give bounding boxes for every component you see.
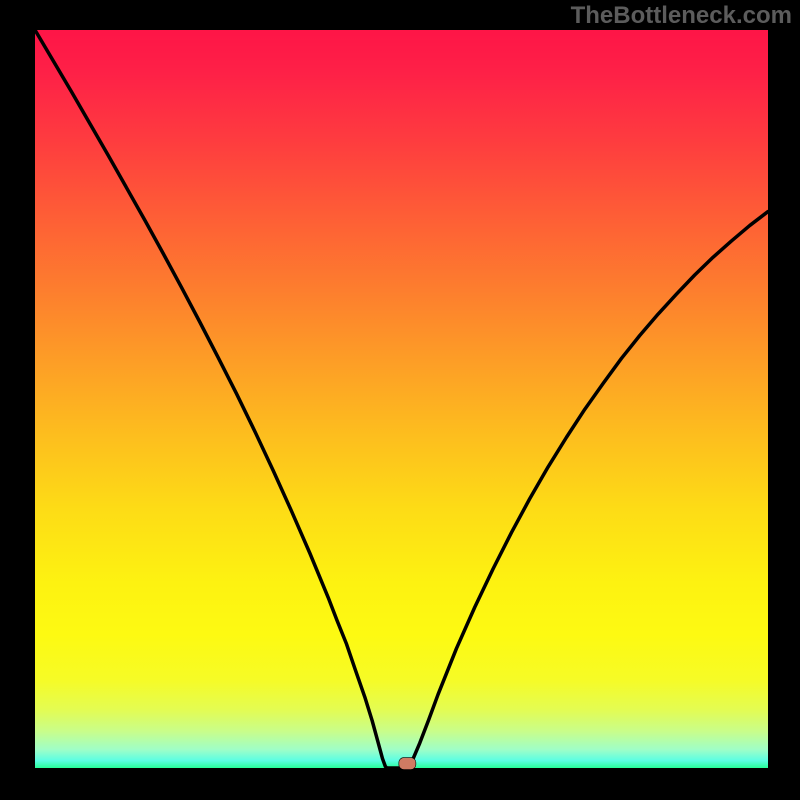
watermark-text: TheBottleneck.com	[571, 2, 792, 30]
plot-area	[35, 30, 768, 768]
chart-container: TheBottleneck.com	[0, 0, 800, 800]
